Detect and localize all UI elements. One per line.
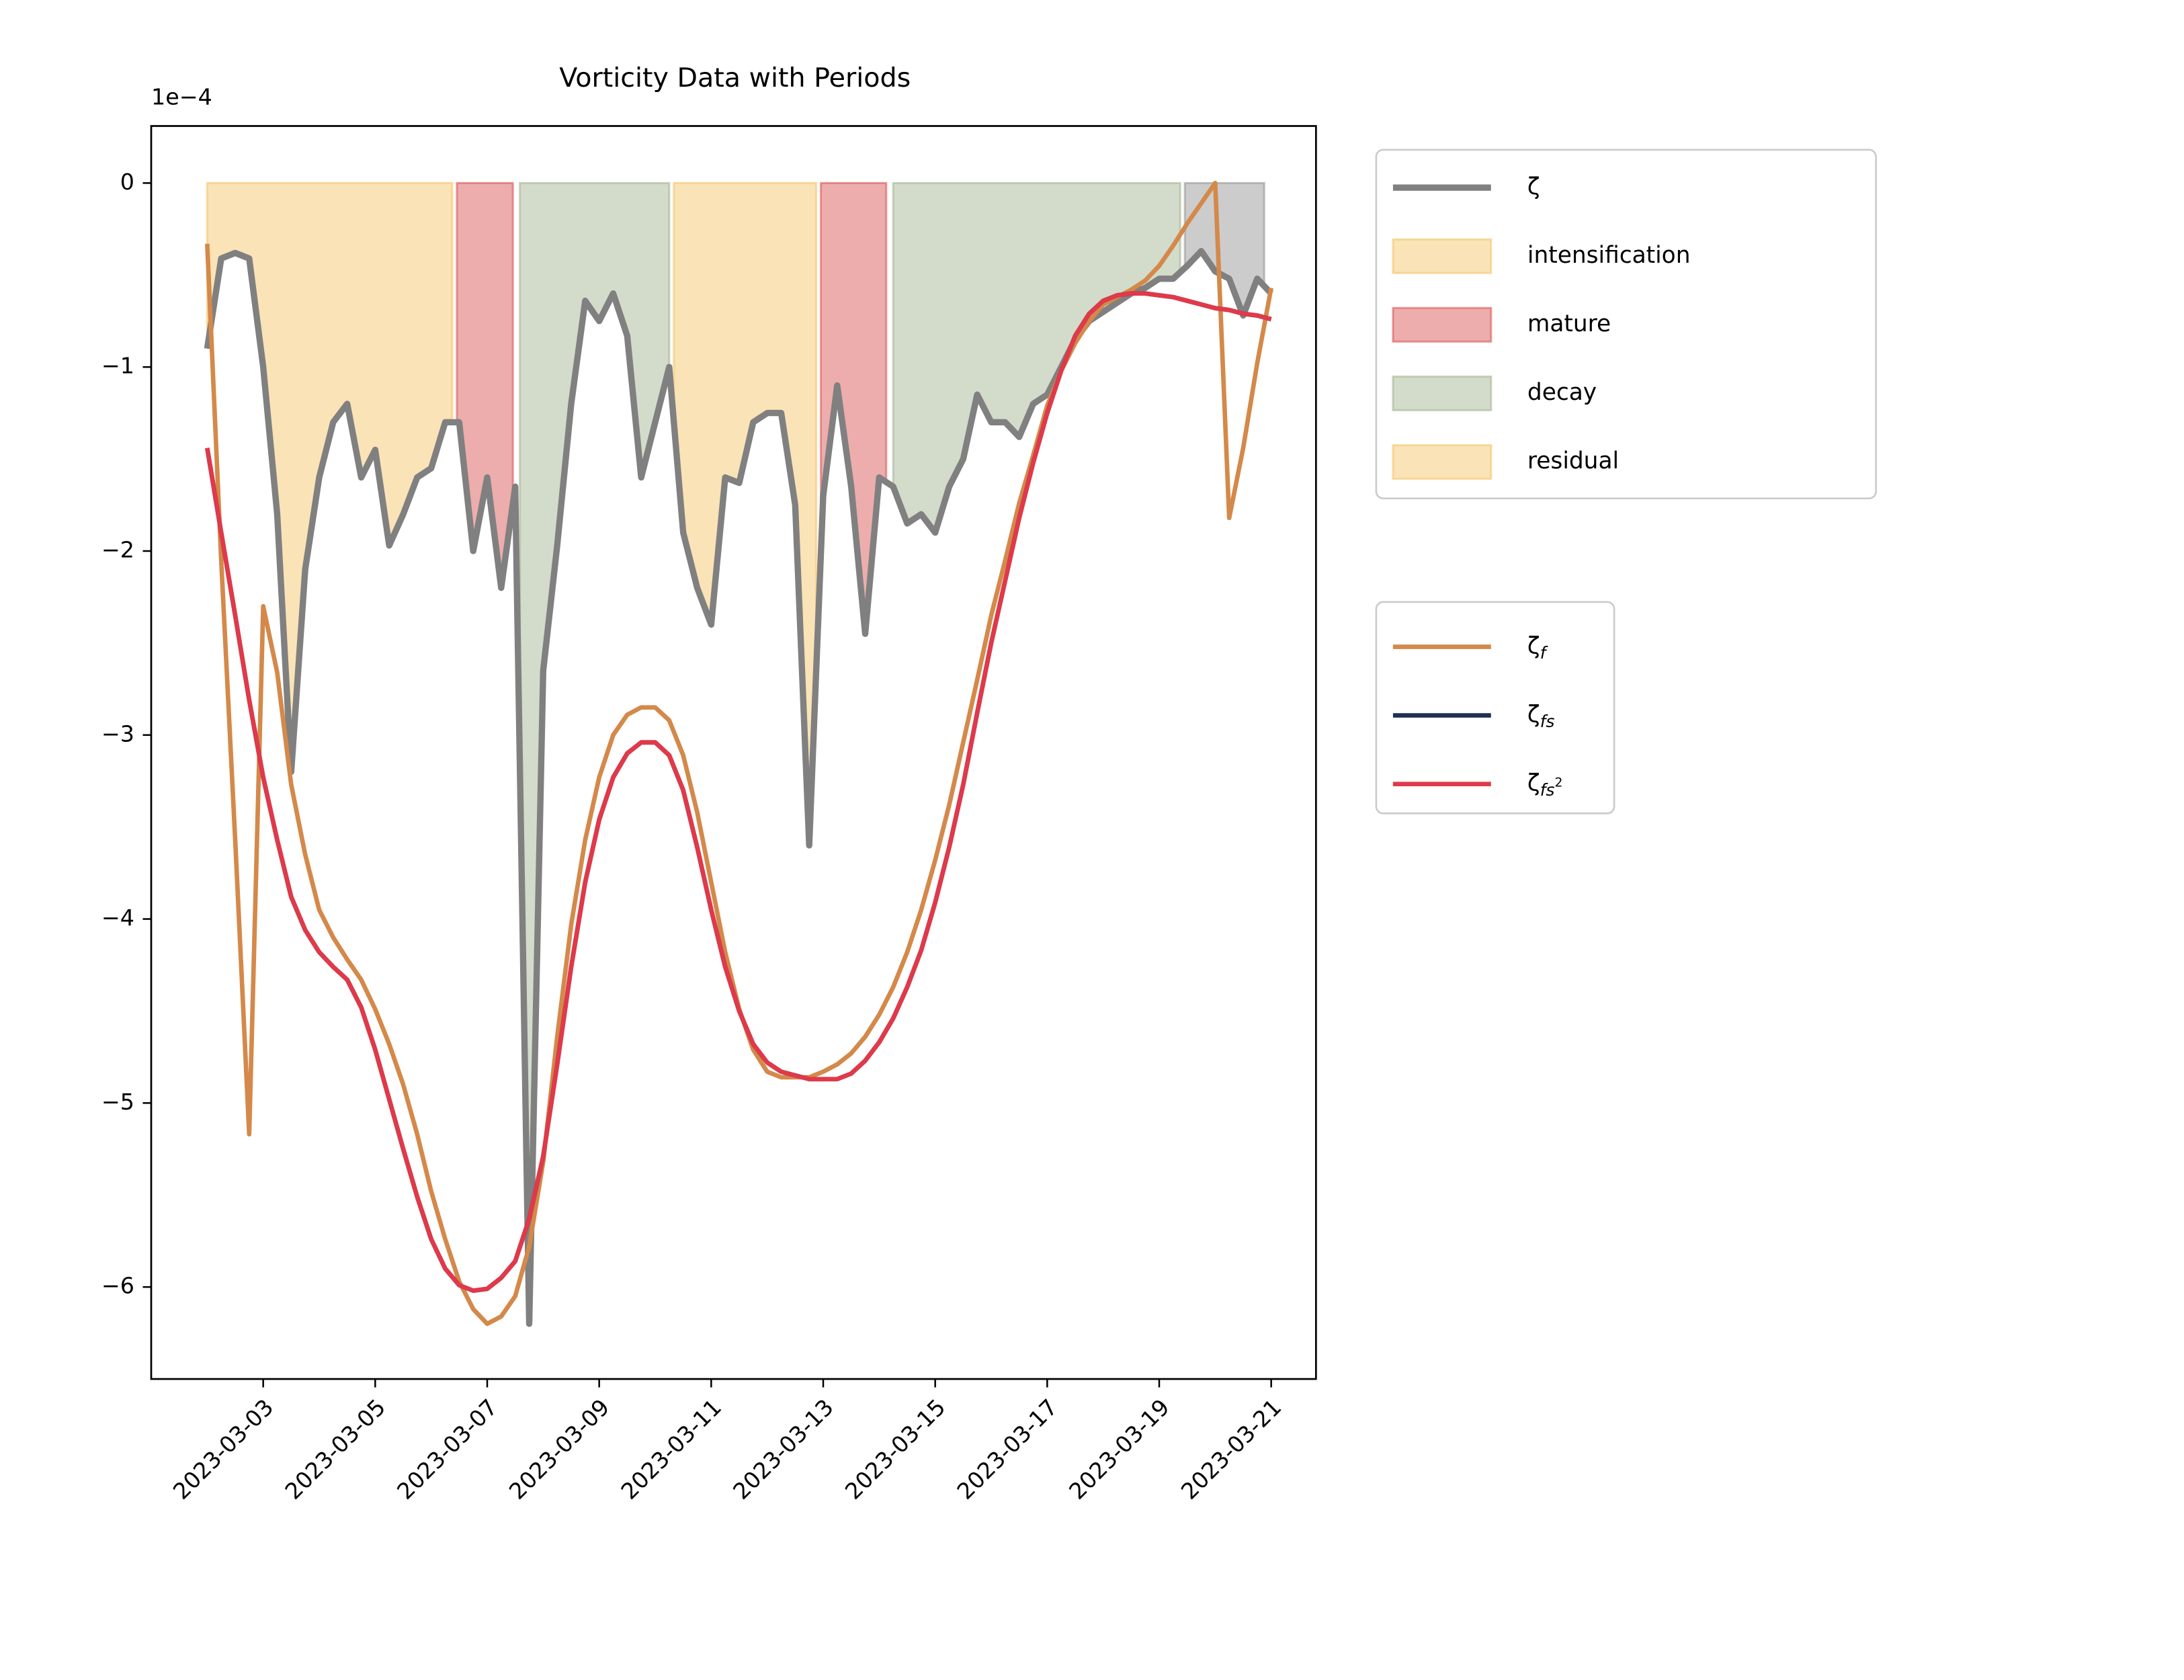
legend-label-main: ζ (1527, 769, 1540, 796)
legend-label-main: ζ (1527, 632, 1540, 659)
legend-label: residual (1527, 448, 1619, 474)
y-tick-label: −6 (101, 1273, 134, 1299)
legend-label: ζfs2 (1527, 769, 1562, 800)
x-tick-label: 2023-03-07 (392, 1394, 503, 1505)
legend-box (1375, 149, 1878, 500)
legend-label: intensification (1527, 242, 1691, 269)
axes-frame (150, 125, 1317, 1380)
legend-label: ζ (1527, 173, 1540, 200)
legend-swatch (1392, 444, 1493, 480)
y-tick-label: −3 (101, 720, 134, 747)
legend-label: ζfs (1527, 701, 1555, 731)
x-tick-label: 2023-03-03 (168, 1394, 279, 1505)
x-tick-label: 2023-03-11 (616, 1394, 727, 1505)
legend-swatch (1392, 306, 1493, 343)
legend-label-superscript: 2 (1554, 775, 1562, 790)
legend-label-subscript: fs (1540, 712, 1555, 731)
phase-area (819, 181, 888, 634)
x-tick-label: 2023-03-21 (1176, 1394, 1287, 1505)
y-tick-label: −4 (101, 905, 134, 931)
phase-area (892, 181, 1181, 535)
series-line (205, 291, 1272, 1293)
x-tick-label: 2023-03-15 (840, 1394, 951, 1505)
legend-swatch (1392, 375, 1493, 411)
x-tick-label: 2023-03-17 (952, 1394, 1063, 1505)
chart-title: Vorticity Data with Periods (559, 62, 911, 93)
x-tick-label: 2023-03-13 (728, 1394, 839, 1505)
y-tick-label: −1 (101, 353, 134, 379)
x-tick-label: 2023-03-09 (504, 1394, 615, 1505)
legend-swatch (1392, 238, 1493, 274)
legend-label-main: ζ (1527, 701, 1540, 728)
x-tick-label: 2023-03-05 (280, 1394, 391, 1505)
legend-label: decay (1527, 379, 1597, 406)
y-offset-label: 1e−4 (151, 83, 212, 110)
x-tick-label: 2023-03-19 (1064, 1394, 1175, 1505)
legend-label-subscript: fs (1540, 780, 1555, 800)
phase-area (456, 181, 514, 588)
y-tick-label: −5 (101, 1089, 134, 1115)
y-tick-label: 0 (120, 169, 134, 195)
y-tick-label: −2 (101, 536, 134, 562)
legend-label: mature (1527, 310, 1611, 337)
legend-label-main: ζ (1527, 173, 1540, 200)
legend-box (1375, 601, 1615, 814)
